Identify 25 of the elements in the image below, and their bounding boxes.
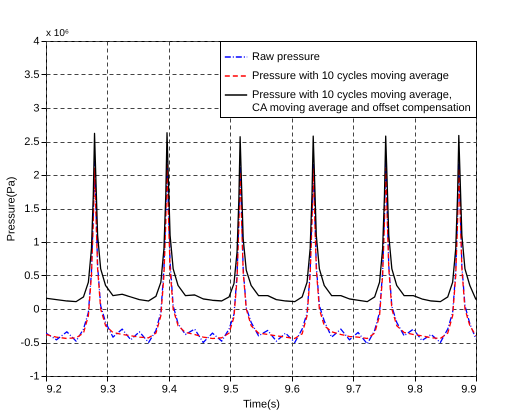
x-axis-title: Time(s) [243, 398, 280, 410]
x-tick-label: 9.5 [223, 384, 238, 396]
x-tick-label: 9.9 [461, 384, 476, 396]
y-tick-label: 2.5 [24, 136, 40, 148]
x-tick-label: 9.6 [284, 384, 300, 396]
y-tick-label: 3 [33, 102, 40, 114]
y-tick-label: 2 [33, 170, 40, 182]
y-tick-label: 1 [33, 236, 40, 248]
text: x 10⁶ [46, 28, 70, 39]
x-tick-label: 9.4 [162, 384, 178, 396]
x-tick-label: 9.8 [407, 384, 423, 396]
legend-label: Raw pressure [252, 51, 320, 63]
x-tick-label: 9.3 [100, 384, 116, 396]
y-tick-label: 0 [33, 304, 40, 316]
y-tick-label: 1.5 [24, 203, 40, 215]
y-axis-title: Pressure(Pa) [6, 176, 18, 242]
x-tick-label: 9.2 [46, 384, 62, 396]
y-tick-label: -0.5 [20, 337, 40, 349]
y-tick-label: 0.5 [24, 270, 40, 282]
x-tick-label: 9.7 [346, 384, 362, 396]
legend-label: Pressure with 10 cycles moving average [252, 70, 449, 82]
y-tick-label: -1 [30, 370, 40, 382]
legend-label: Pressure with 10 cycles moving average, CA moving average and offset compensation [252, 89, 471, 114]
y-tick-label: 3.5 [24, 69, 40, 81]
y-tick-label: 4 [33, 36, 40, 48]
